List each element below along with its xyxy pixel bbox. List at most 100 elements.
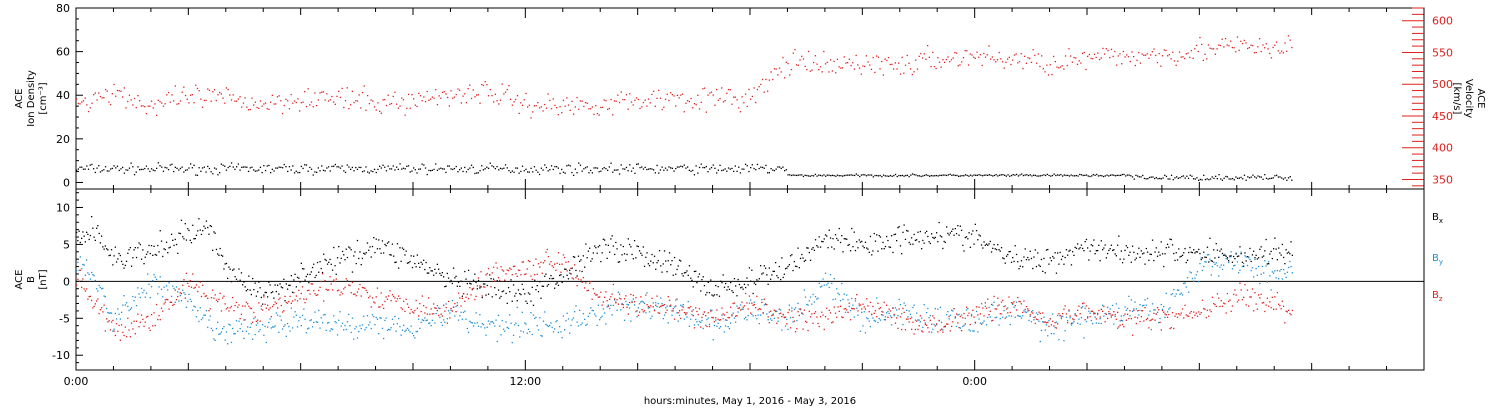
data-point bbox=[647, 263, 649, 265]
data-point bbox=[1133, 251, 1135, 253]
data-point bbox=[1250, 260, 1252, 263]
data-point bbox=[1115, 64, 1118, 66]
data-point bbox=[537, 171, 539, 173]
data-point bbox=[923, 304, 925, 306]
data-point bbox=[238, 268, 240, 270]
data-point bbox=[768, 172, 770, 174]
data-point bbox=[855, 173, 857, 175]
data-point bbox=[706, 325, 708, 328]
data-point bbox=[138, 242, 140, 244]
data-point bbox=[485, 294, 487, 296]
data-point bbox=[195, 234, 198, 236]
data-point bbox=[877, 321, 879, 324]
data-point bbox=[998, 51, 1000, 54]
data-point bbox=[592, 252, 594, 254]
data-point bbox=[172, 285, 174, 287]
data-point bbox=[476, 172, 478, 174]
data-point bbox=[948, 318, 950, 320]
data-point bbox=[979, 235, 981, 237]
data-point bbox=[1274, 296, 1276, 298]
data-point bbox=[199, 229, 201, 231]
data-point bbox=[443, 304, 445, 306]
data-point bbox=[1144, 263, 1146, 265]
data-point bbox=[579, 100, 582, 102]
data-point bbox=[620, 309, 622, 311]
data-point bbox=[198, 90, 200, 92]
data-point bbox=[1015, 253, 1018, 256]
data-point bbox=[207, 165, 209, 168]
data-point bbox=[1083, 51, 1085, 54]
data-point bbox=[537, 263, 540, 265]
data-point bbox=[491, 272, 493, 274]
data-point bbox=[861, 240, 863, 243]
data-point bbox=[527, 260, 530, 262]
data-point bbox=[466, 327, 468, 330]
data-point bbox=[638, 250, 641, 252]
data-point bbox=[1136, 253, 1139, 255]
data-point bbox=[173, 303, 175, 306]
data-point bbox=[1053, 55, 1055, 58]
data-point bbox=[831, 282, 833, 285]
data-point bbox=[470, 97, 473, 100]
data-point bbox=[804, 259, 807, 261]
data-point bbox=[418, 92, 420, 94]
data-point bbox=[207, 88, 209, 90]
data-point bbox=[1169, 238, 1171, 240]
data-point bbox=[750, 167, 752, 169]
data-point bbox=[1241, 265, 1244, 268]
data-point bbox=[539, 281, 541, 283]
data-point bbox=[1057, 323, 1059, 325]
data-point bbox=[264, 303, 266, 305]
data-point bbox=[460, 102, 462, 104]
data-point bbox=[685, 102, 687, 104]
data-point bbox=[847, 62, 849, 64]
data-point bbox=[1283, 269, 1285, 271]
data-point bbox=[918, 325, 920, 327]
data-point bbox=[836, 237, 838, 240]
data-point bbox=[383, 307, 385, 309]
data-point bbox=[715, 284, 717, 287]
data-point bbox=[667, 296, 669, 298]
data-point bbox=[734, 165, 736, 167]
data-point bbox=[1258, 257, 1260, 259]
data-point bbox=[1259, 282, 1261, 285]
data-point bbox=[445, 306, 447, 309]
data-point bbox=[705, 111, 707, 113]
data-point bbox=[467, 298, 470, 300]
data-point bbox=[1198, 179, 1200, 181]
data-point bbox=[260, 305, 262, 307]
data-point bbox=[1265, 304, 1267, 306]
data-point bbox=[928, 331, 930, 333]
data-point bbox=[353, 170, 355, 172]
data-point bbox=[901, 56, 903, 58]
data-point bbox=[1072, 251, 1074, 253]
data-point bbox=[1275, 277, 1277, 279]
data-point bbox=[1096, 173, 1098, 176]
data-point bbox=[140, 287, 143, 290]
data-point bbox=[125, 260, 128, 262]
data-point bbox=[1135, 322, 1137, 325]
data-point bbox=[823, 328, 825, 331]
data-point bbox=[1218, 174, 1220, 176]
data-point bbox=[124, 264, 126, 267]
data-point bbox=[143, 325, 145, 327]
data-point bbox=[696, 282, 698, 284]
data-point bbox=[615, 241, 617, 244]
data-point bbox=[1013, 306, 1015, 308]
data-point bbox=[390, 300, 392, 302]
data-point bbox=[607, 304, 609, 306]
data-point bbox=[1045, 322, 1048, 324]
data-point bbox=[670, 92, 672, 94]
data-point bbox=[958, 326, 960, 329]
data-point bbox=[964, 317, 966, 319]
data-point bbox=[1075, 315, 1078, 317]
data-point bbox=[561, 112, 563, 114]
data-point bbox=[208, 89, 211, 91]
data-point bbox=[1269, 275, 1271, 277]
data-point bbox=[259, 287, 261, 289]
data-point bbox=[163, 303, 165, 305]
data-point bbox=[1129, 315, 1131, 317]
data-point bbox=[879, 68, 881, 70]
data-point bbox=[1169, 178, 1171, 180]
data-point bbox=[526, 268, 528, 270]
